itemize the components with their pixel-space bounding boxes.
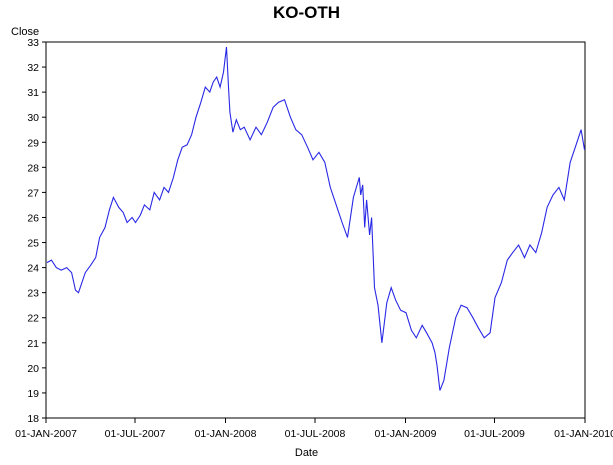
y-tick-label: 21 — [27, 338, 39, 350]
x-tick-label: 01-JAN-2007 — [15, 428, 77, 440]
plot-frame — [45, 41, 586, 419]
x-tick-label: 01-JUL-2007 — [105, 428, 166, 440]
y-tick-label: 30 — [27, 112, 39, 124]
y-tick-label: 26 — [27, 212, 39, 224]
y-tick-label: 33 — [27, 37, 39, 49]
y-tick-label: 20 — [27, 363, 39, 375]
x-tick-label: 01-JAN-2008 — [195, 428, 257, 440]
y-tick-label: 22 — [27, 313, 39, 325]
y-tick-label: 27 — [27, 187, 39, 199]
y-tick-label: 18 — [27, 413, 39, 425]
y-tick-label: 32 — [27, 62, 39, 74]
y-tick-label: 24 — [27, 263, 39, 275]
y-tick-label: 25 — [27, 238, 39, 250]
y-axis: 18 19 20 21 22 23 24 25 26 27 28 29 30 31 32 33 — [27, 37, 46, 425]
x-tick-label: 01-JAN-2009 — [375, 428, 437, 440]
x-tick-label: 01-JUL-2008 — [285, 428, 346, 440]
y-tick-label: 28 — [27, 162, 39, 174]
y-tick-label: 31 — [27, 87, 39, 99]
x-axis-label: Date — [294, 447, 319, 459]
series-line-close — [46, 46, 586, 391]
y-tick-label: 19 — [27, 388, 39, 400]
x-tick-label: 01-JAN-2010 — [554, 428, 613, 440]
y-tick-label: 29 — [27, 137, 39, 149]
x-axis: 01-JAN-2007 01-JUL-2007 01-JAN-2008 01-JUL-… — [15, 418, 613, 440]
y-axis-label: Close — [11, 26, 40, 38]
y-tick-label: 23 — [27, 288, 39, 300]
x-tick-label: 01-JUL-2009 — [464, 428, 525, 440]
chart-title: KO-OTH — [272, 3, 341, 22]
